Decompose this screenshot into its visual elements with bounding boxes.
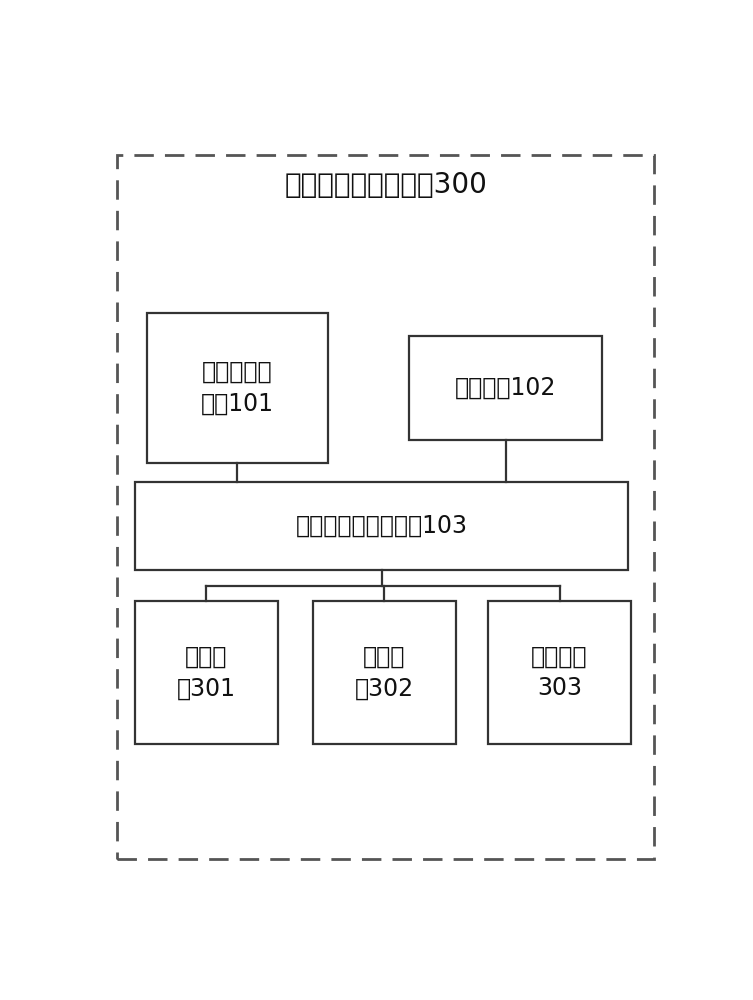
- Text: 融霜器
件301: 融霜器 件301: [177, 645, 236, 700]
- Text: 冰箱的融霜控制系统300: 冰箱的融霜控制系统300: [285, 171, 487, 199]
- FancyBboxPatch shape: [147, 312, 328, 463]
- FancyBboxPatch shape: [117, 155, 654, 859]
- FancyBboxPatch shape: [410, 336, 602, 440]
- Text: 箱温探头102: 箱温探头102: [455, 376, 556, 400]
- FancyBboxPatch shape: [313, 601, 456, 744]
- FancyBboxPatch shape: [135, 601, 278, 744]
- Text: 制冷器
件302: 制冷器 件302: [355, 645, 414, 700]
- FancyBboxPatch shape: [135, 482, 628, 570]
- Text: 滴水器件
303: 滴水器件 303: [532, 645, 588, 700]
- FancyBboxPatch shape: [488, 601, 631, 744]
- Text: 温度数据处理控制器103: 温度数据处理控制器103: [295, 514, 468, 538]
- Text: 冰箱的蒸发
探头101: 冰箱的蒸发 探头101: [200, 360, 273, 415]
